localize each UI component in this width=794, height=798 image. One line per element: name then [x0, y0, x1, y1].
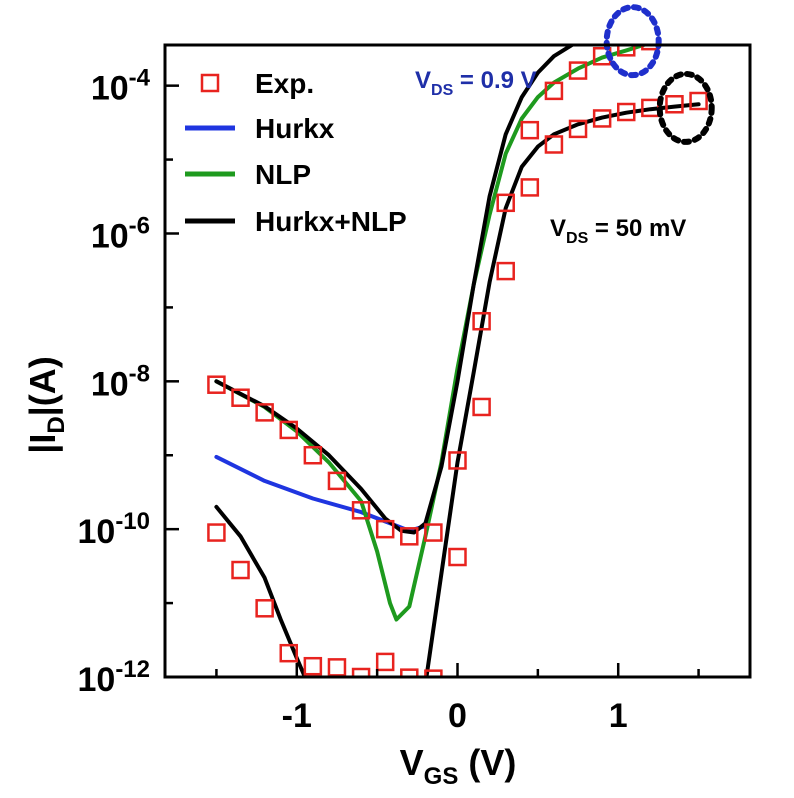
exp-marker — [666, 26, 682, 42]
exp-marker — [303, 656, 323, 676]
series-line-hurkx-nlp-4 — [214, 102, 701, 677]
exp-marker — [231, 560, 250, 580]
exp-marker — [544, 135, 564, 154]
exp-marker — [665, 95, 684, 114]
exp-marker — [520, 120, 540, 140]
exp-marker — [691, 22, 707, 38]
series-layer — [207, 22, 708, 677]
legend-label-hurkx: Hurkx — [255, 113, 335, 144]
annotation-vds-low: VDS = 50 mV — [550, 215, 686, 247]
exp-marker — [472, 397, 491, 417]
exp-marker — [568, 61, 588, 80]
y-tick-label: 10-8 — [91, 360, 150, 403]
exp-marker — [544, 81, 564, 101]
exp-marker — [424, 669, 443, 677]
tick-layer: 10-12 10-10 10-8 10-6 10-4 -1 0 1 — [77, 65, 700, 735]
exp-marker — [617, 45, 636, 57]
exp-marker — [617, 102, 636, 122]
exp-marker — [400, 668, 419, 677]
y-axis-title: |ID|(A) — [22, 356, 70, 453]
exp-marker — [520, 178, 540, 197]
exp-marker — [496, 193, 515, 213]
dotted-circle-1 — [656, 70, 715, 145]
exp-marker — [472, 311, 491, 331]
legend-marker-exp — [200, 73, 220, 93]
y-tick-label: 10-6 — [91, 212, 150, 255]
exp-marker — [448, 451, 467, 470]
exp-marker — [327, 471, 347, 491]
series-line-hurkx-nlp-3 — [214, 45, 576, 535]
y-tick-label: 10-4 — [91, 65, 151, 108]
series-line-hurkx-1 — [214, 454, 428, 533]
x-tick-label: 0 — [448, 697, 467, 735]
legend-label-exp: Exp. — [255, 68, 314, 99]
x-tick-label: -1 — [282, 697, 312, 735]
exp-marker — [279, 420, 298, 440]
exp-marker — [327, 658, 347, 677]
exp-marker — [448, 547, 467, 567]
legend-entry-hurkx: Hurkx — [185, 113, 335, 144]
exp-marker — [375, 519, 395, 539]
legend: Exp. Hurkx NLP Hurkx+NLP — [185, 68, 407, 237]
legend-entry-nlp: NLP — [185, 159, 311, 190]
exp-marker — [279, 643, 298, 663]
y-tick-label: 10-12 — [77, 656, 150, 699]
x-axis-title: VGS (V) — [400, 742, 517, 790]
dotted-circle-0 — [603, 4, 662, 79]
y-tick-label: 10-10 — [77, 508, 150, 551]
legend-label-nlp: NLP — [255, 159, 311, 190]
exp-marker — [207, 375, 226, 394]
exp-marker — [641, 45, 660, 51]
legend-entry-hurkx-nlp: Hurkx+NLP — [185, 206, 407, 237]
exp-marker — [424, 523, 443, 542]
exp-marker — [496, 261, 515, 281]
exp-marker — [689, 91, 708, 111]
exp-marker — [303, 445, 323, 465]
exp-marker — [351, 667, 371, 677]
x-tick-label: 1 — [609, 697, 628, 735]
exp-marker — [207, 523, 226, 542]
exp-marker — [568, 119, 588, 139]
exp-marker — [231, 388, 250, 407]
exp-marker — [375, 652, 395, 672]
exp-marker — [351, 501, 371, 520]
exp-marker — [592, 109, 612, 128]
legend-entry-exp: Exp. — [200, 68, 314, 99]
exp-marker — [255, 403, 274, 422]
legend-label-hurkx-nlp: Hurkx+NLP — [255, 206, 407, 237]
exp-marker — [400, 527, 419, 546]
annotation-vds-high: VDS = 0.9 V — [415, 67, 537, 99]
exp-marker — [255, 599, 274, 618]
dotted-circle-layer — [603, 4, 715, 145]
